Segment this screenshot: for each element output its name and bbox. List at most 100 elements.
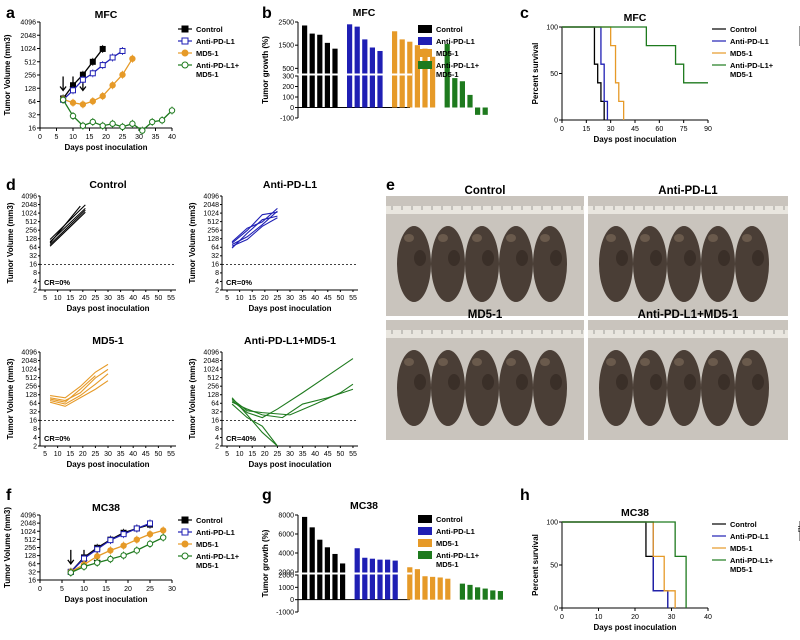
tumor: [684, 374, 696, 390]
x-axis-label: Days post inoculation: [64, 143, 147, 152]
y-tick-label: 100: [546, 520, 558, 527]
subplot-title: Anti-PD-L1: [263, 179, 317, 191]
data-point: [149, 118, 156, 126]
x-tick-label: 20: [261, 295, 269, 302]
panel-letter-g: g: [262, 487, 272, 504]
y-tick-label: 50: [550, 71, 558, 78]
bar: [309, 527, 315, 600]
x-tick-label: 55: [167, 451, 175, 458]
treatment-arrowhead: [67, 559, 75, 565]
mouse-body: [735, 226, 769, 302]
legend-swatch: [418, 539, 432, 547]
y-axis-label: Tumor growth (%): [261, 529, 270, 597]
bar: [369, 558, 375, 600]
x-tick-label: 20: [79, 295, 87, 302]
y-tick-label: 1024: [203, 366, 219, 373]
data-point: [94, 546, 101, 553]
axis-break: [294, 572, 412, 575]
tumor: [414, 250, 426, 266]
y-tick-label: 16: [28, 126, 36, 133]
y-axis-label: Tumor Volume (mm3): [6, 202, 15, 283]
y-tick-label: 32: [211, 253, 219, 260]
y-tick-label: 2: [33, 443, 37, 450]
tumor: [718, 374, 730, 390]
x-tick-label: 30: [168, 586, 176, 593]
survival-curve: [562, 26, 708, 84]
y-tick-label: 1024: [203, 210, 219, 217]
y-axis-label: Tumor Volume (mm3): [3, 507, 12, 588]
data-point: [99, 122, 106, 129]
legend-label: Control: [436, 515, 463, 524]
legend-swatch: [418, 49, 432, 57]
x-tick-label: 40: [704, 614, 712, 621]
legend-label: Anti-PD-L1+: [730, 556, 774, 565]
panel-letter-a: a: [6, 5, 15, 22]
data-point: [107, 547, 114, 554]
y-axis-label: Tumor Volume (mm3): [188, 202, 197, 283]
significance-mark: **: [796, 32, 800, 37]
mouse-ear: [708, 358, 718, 366]
treatment-arrowhead: [59, 86, 67, 92]
legend-swatch: [418, 551, 432, 559]
mouse-body: [599, 226, 633, 302]
photo-label: Anti-PD-L1: [658, 185, 718, 197]
legend-marker: [181, 528, 189, 536]
legend-label: Anti-PD-L1: [196, 37, 235, 46]
y-tick-label: 4096: [20, 20, 36, 27]
panel-letter-c: c: [520, 5, 529, 22]
chart-title: MC38: [350, 500, 378, 512]
bar: [422, 48, 428, 108]
tumor: [650, 374, 662, 390]
data-point: [99, 62, 106, 69]
survival-curve: [562, 521, 687, 608]
y-axis-label: Percent survival: [531, 43, 540, 105]
tumor: [482, 250, 494, 266]
data-point: [69, 99, 77, 106]
tumor: [550, 250, 562, 266]
legend-marker: [181, 540, 189, 548]
mouse-body: [533, 350, 567, 426]
cr-label: CR=0%: [44, 434, 70, 443]
data-point: [133, 525, 140, 532]
legend-label: Control: [436, 25, 463, 34]
subplot-title: MD5-1: [92, 335, 124, 347]
y-tick-label: 2500: [278, 20, 294, 27]
legend-label-cont: MD5-1: [730, 565, 753, 574]
x-tick-label: 30: [135, 134, 143, 141]
panel-letter-f: f: [6, 487, 12, 504]
y-tick-label: 0: [290, 105, 294, 112]
x-tick-label: 45: [324, 295, 332, 302]
y-tick-label: 2048: [20, 521, 36, 528]
tumor: [516, 374, 528, 390]
bar: [309, 33, 315, 108]
data-point: [107, 555, 114, 563]
cr-label: CR=0%: [226, 278, 252, 287]
tumor: [414, 374, 426, 390]
bar: [445, 578, 451, 600]
mouse-line: [231, 211, 278, 244]
significance-mark: ns: [796, 526, 800, 532]
x-tick-label: 0: [38, 134, 42, 141]
mouse-line: [49, 209, 86, 245]
data-point: [119, 123, 126, 131]
photo-label: Anti-PD-L1+MD5-1: [638, 309, 739, 321]
bar: [392, 31, 398, 108]
data-point: [109, 54, 116, 61]
legend-swatch: [418, 61, 432, 69]
mouse-body: [633, 350, 667, 426]
data-point: [119, 47, 126, 54]
data-point: [120, 552, 127, 559]
bar: [302, 516, 308, 600]
data-point: [160, 527, 167, 534]
x-tick-label: 35: [152, 134, 160, 141]
y-tick-label: 256: [24, 545, 36, 552]
legend-label: Control: [196, 516, 223, 525]
mouse-line: [49, 375, 96, 403]
data-point: [147, 520, 153, 527]
legend-label: MD5-1: [196, 540, 219, 549]
x-tick-label: 60: [655, 126, 663, 133]
data-point: [89, 98, 97, 105]
